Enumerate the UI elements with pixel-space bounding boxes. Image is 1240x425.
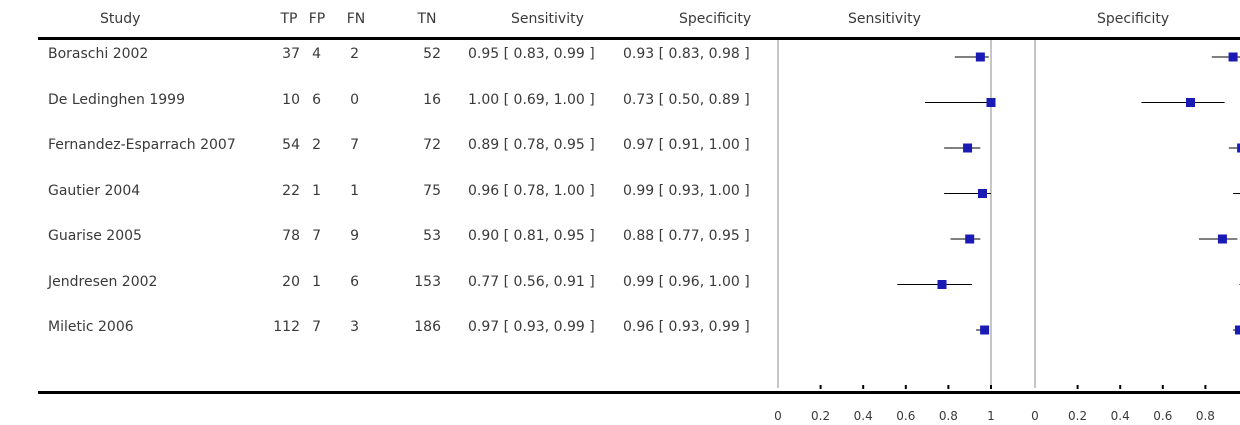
- sensitivity-point-marker: [937, 280, 947, 289]
- header-tp: TP: [280, 11, 298, 27]
- cell-fp: 1: [312, 182, 321, 199]
- cell-fn: 2: [350, 46, 359, 62]
- cell-study: Miletic 2006: [48, 319, 134, 335]
- specificity-point-marker: [1228, 52, 1238, 62]
- cell-fn: 1: [350, 182, 359, 199]
- header-specificity: Specificity: [679, 11, 752, 27]
- cell-specificity: 0.96 [ 0.93, 0.99 ]: [623, 319, 750, 335]
- cell-tn: 16: [423, 91, 441, 108]
- sensitivity-tick-label: 0.8: [939, 409, 958, 423]
- cell-tp: 10: [282, 91, 300, 108]
- specificity-point-marker: [1217, 234, 1227, 244]
- cell-sensitivity: 0.90 [ 0.81, 0.95 ]: [468, 228, 595, 244]
- cell-tn: 72: [423, 137, 441, 153]
- sensitivity-tick-label: 0: [774, 409, 782, 423]
- header-fp: FP: [308, 11, 326, 27]
- cell-specificity: 0.99 [ 0.96, 1.00 ]: [623, 273, 750, 290]
- cell-study: Jendresen 2002: [48, 273, 158, 290]
- header-plot-sensitivity: Sensitivity: [848, 11, 921, 27]
- cell-fp: 1: [312, 273, 321, 290]
- cell-specificity: 0.99 [ 0.93, 1.00 ]: [623, 182, 750, 199]
- cell-fn: 9: [350, 228, 359, 244]
- cell-study: De Ledinghen 1999: [48, 91, 185, 108]
- cell-sensitivity: 0.95 [ 0.83, 0.99 ]: [468, 46, 595, 62]
- specificity-tick-label: 0: [1031, 409, 1039, 423]
- cell-tn: 186: [414, 319, 441, 335]
- cell-sensitivity: 0.89 [ 0.78, 0.95 ]: [468, 137, 595, 153]
- header-rule: [38, 37, 1240, 40]
- cell-study: Guarise 2005: [48, 228, 142, 244]
- cell-fp: 7: [312, 319, 321, 335]
- specificity-point-marker: [1237, 143, 1240, 153]
- cell-fn: 0: [350, 91, 359, 108]
- cell-fp: 2: [312, 137, 321, 153]
- cell-fn: 3: [350, 319, 359, 335]
- sensitivity-point-marker: [965, 234, 975, 244]
- sensitivity-point-marker: [977, 189, 987, 198]
- specificity-point-marker: [1234, 325, 1240, 335]
- cell-specificity: 0.88 [ 0.77, 0.95 ]: [623, 228, 750, 244]
- sensitivity-tick-label: 0.2: [811, 409, 830, 423]
- specificity-tick-label: 0.6: [1153, 409, 1172, 423]
- cell-study: Boraschi 2002: [48, 46, 149, 62]
- specificity-tick-label: 0.2: [1068, 409, 1087, 423]
- sensitivity-tick-label: 0.6: [896, 409, 915, 423]
- header-fn: FN: [346, 11, 366, 27]
- specificity-tick-label: 0.4: [1111, 409, 1130, 423]
- cell-tn: 153: [414, 273, 441, 290]
- bottom-rule: [38, 391, 1240, 394]
- header-plot-specificity: Specificity: [1097, 11, 1170, 27]
- cell-fp: 6: [312, 91, 321, 108]
- cell-tn: 53: [423, 228, 441, 244]
- cell-tn: 52: [423, 46, 441, 62]
- header-tn: TN: [417, 11, 437, 27]
- cell-tp: 37: [282, 46, 300, 62]
- cell-study: Gautier 2004: [48, 182, 141, 199]
- cell-specificity: 0.97 [ 0.91, 1.00 ]: [623, 137, 750, 153]
- cell-sensitivity: 0.77 [ 0.56, 0.91 ]: [468, 273, 595, 290]
- cell-tp: 54: [282, 137, 300, 153]
- cell-fp: 7: [312, 228, 321, 244]
- cell-fn: 7: [350, 137, 359, 153]
- cell-specificity: 0.93 [ 0.83, 0.98 ]: [623, 46, 750, 62]
- cell-tp: 20: [282, 273, 300, 290]
- header-study: Study: [100, 11, 141, 27]
- specificity-point-marker: [1185, 98, 1195, 107]
- cell-tp: 22: [282, 182, 300, 199]
- cell-fn: 6: [350, 273, 359, 290]
- header-sensitivity: Sensitivity: [511, 11, 584, 27]
- cell-fp: 4: [312, 46, 321, 62]
- cell-sensitivity: 0.96 [ 0.78, 1.00 ]: [468, 182, 595, 199]
- cell-tn: 75: [423, 182, 441, 199]
- cell-sensitivity: 0.97 [ 0.93, 0.99 ]: [468, 319, 595, 335]
- sensitivity-point-marker: [963, 143, 973, 153]
- sensitivity-tick-label: 1: [987, 409, 995, 423]
- cell-specificity: 0.73 [ 0.50, 0.89 ]: [623, 91, 750, 108]
- sensitivity-tick-label: 0.4: [854, 409, 873, 423]
- sensitivity-point-marker: [980, 325, 990, 335]
- sensitivity-point-marker: [986, 98, 996, 107]
- sensitivity-point-marker: [975, 52, 985, 62]
- specificity-tick-label: 0.8: [1196, 409, 1215, 423]
- cell-study: Fernandez-Esparrach 2007: [48, 137, 236, 153]
- cell-sensitivity: 1.00 [ 0.69, 1.00 ]: [468, 91, 595, 108]
- cell-tp: 78: [282, 228, 300, 244]
- cell-tp: 112: [273, 319, 300, 335]
